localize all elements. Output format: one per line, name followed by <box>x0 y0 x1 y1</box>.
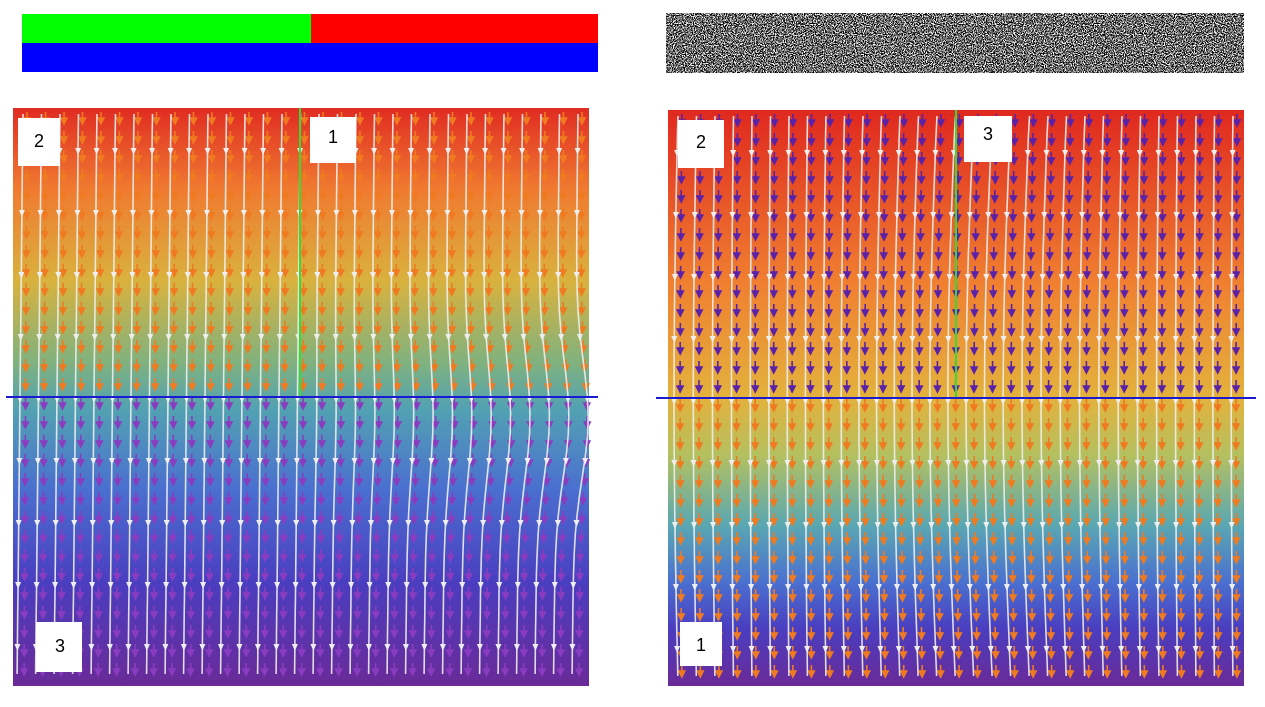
label-box <box>36 622 82 672</box>
bar-segment <box>311 14 598 43</box>
label-box <box>680 622 722 666</box>
bar-segment <box>22 43 598 72</box>
streamline-heads <box>14 148 591 651</box>
label-box <box>18 118 60 166</box>
streamlines <box>673 115 1234 677</box>
field-arrows <box>19 397 592 677</box>
field-arrows <box>675 114 1242 394</box>
point-label: 3 <box>55 636 65 656</box>
point-label: 3 <box>983 124 993 144</box>
field-arrows <box>675 399 1242 679</box>
label-box <box>310 117 356 163</box>
point-label: 2 <box>34 131 44 151</box>
field-arrows <box>21 112 591 392</box>
noise-bar <box>666 13 1244 73</box>
point-label: 2 <box>696 132 706 152</box>
label-box <box>678 120 724 168</box>
streamlines <box>16 113 590 675</box>
bar-segment <box>22 14 311 43</box>
point-label: 1 <box>696 635 706 655</box>
vector-field <box>14 112 1242 679</box>
label-box <box>964 116 1012 162</box>
point-label: 1 <box>328 127 338 147</box>
